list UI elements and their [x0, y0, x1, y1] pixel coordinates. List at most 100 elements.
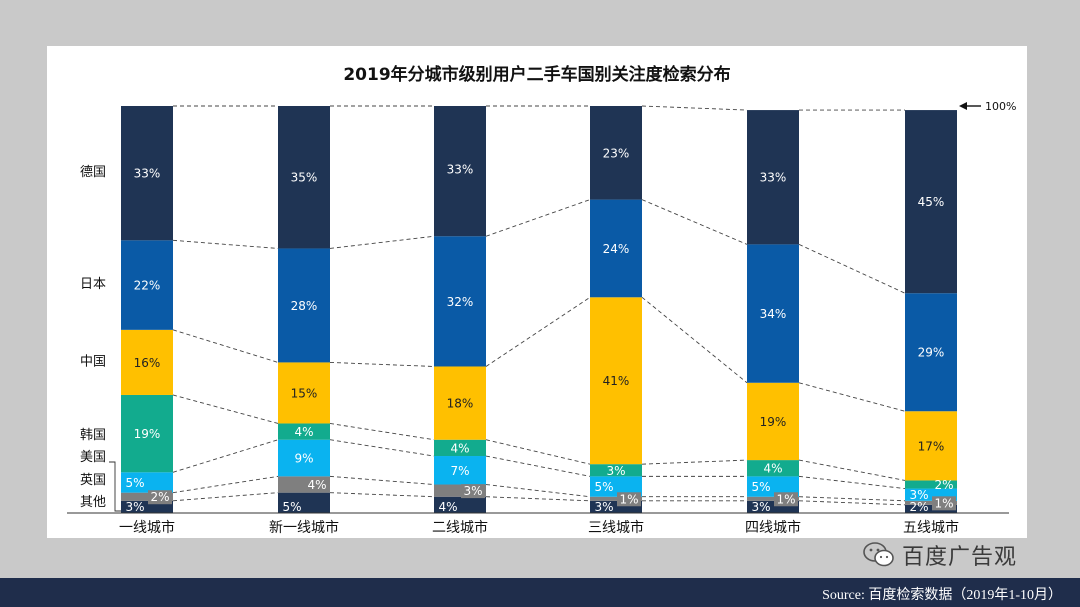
segment-label: 4%: [307, 478, 326, 492]
connector-line: [485, 484, 591, 498]
connector-line: [172, 492, 279, 502]
bar-segment: [121, 329, 173, 395]
connector-line: [641, 199, 748, 245]
segment-label: 32%: [447, 295, 474, 309]
source-note: Source: 百度检索数据（2019年1-10月）: [822, 588, 1062, 603]
bar-segment: [278, 106, 330, 249]
footer-bar: Source: 百度检索数据（2019年1-10月）: [0, 578, 1080, 607]
segment-label: 2%: [934, 478, 953, 492]
connector-line: [798, 382, 906, 412]
segment-label: 45%: [918, 195, 945, 209]
bar-segment: [278, 362, 330, 424]
connector-line: [798, 500, 906, 506]
bar-segment: [905, 110, 957, 294]
segment-label: 4%: [763, 462, 782, 476]
wechat-icon: [863, 542, 894, 567]
segment-label: 5%: [282, 500, 301, 514]
connector-line: [329, 235, 435, 249]
segment-label: 3%: [594, 500, 613, 514]
bar-segment: [905, 293, 957, 412]
bar-segment: [590, 297, 642, 465]
bar-segment: [121, 394, 173, 473]
segment-label: 2%: [150, 490, 169, 504]
category-label: 五线城市: [903, 519, 959, 536]
connector-line: [172, 439, 279, 473]
bar-segment: [590, 496, 642, 501]
stacked-bar-chart: 2019年分城市级别用户二手车国别关注度检索分布 3% 2% 5% 19% 16% 22% 3…: [67, 64, 1016, 536]
connector-line: [329, 439, 435, 457]
legend-label: 中国: [80, 354, 106, 369]
segment-label: 1%: [934, 496, 953, 510]
bar-segment: [434, 236, 486, 367]
connector-line: [329, 492, 435, 498]
watermark: 百度广告观: [862, 538, 1017, 572]
connector-line: [641, 105, 748, 111]
segment-label: 9%: [294, 452, 313, 466]
bar-segment: [747, 110, 799, 245]
bar-segment: [905, 411, 957, 481]
legend-bracket: [109, 461, 121, 512]
connector-line: [798, 459, 906, 481]
segment-label: 2%: [909, 500, 928, 514]
segment-label: 35%: [291, 171, 318, 185]
segment-label: 4%: [438, 500, 457, 514]
segment-label: 19%: [134, 427, 161, 441]
legend-label: 韩国: [80, 428, 106, 443]
bar-segment: [590, 106, 642, 200]
connector-line: [798, 243, 906, 294]
bar-segment: [905, 504, 957, 513]
bar-segment: [905, 500, 957, 505]
bar-segment: [434, 496, 486, 513]
bar-segment: [747, 476, 799, 497]
segment-label: 3%: [606, 464, 625, 478]
segment-label: 7%: [450, 464, 469, 478]
segment-label: 16%: [134, 356, 161, 370]
bar-segment: [278, 439, 330, 477]
segment-label: 4%: [450, 441, 469, 455]
label-chip: [461, 484, 485, 499]
category-label: 二线城市: [432, 519, 488, 536]
watermark-text: 百度广告观: [902, 545, 1018, 570]
segment-label: 34%: [760, 307, 787, 321]
segment-label: 1%: [776, 492, 795, 506]
connector-line: [172, 394, 279, 424]
bar-segment: [590, 464, 642, 477]
label-chip: [305, 478, 329, 493]
segment-label: 29%: [918, 346, 945, 360]
bar-segment: [278, 423, 330, 440]
connector-line: [172, 329, 279, 363]
label-chip: [617, 492, 641, 507]
connector-line: [329, 475, 435, 485]
chart-panel: 2019年分城市级别用户二手车国别关注度检索分布 3% 2% 5% 19% 16% 22% 3…: [47, 46, 1027, 538]
segment-label: 18%: [447, 397, 474, 411]
legend-label: 其他: [80, 495, 106, 510]
connector-line: [172, 239, 279, 249]
bar-segment: [121, 240, 173, 330]
connector-line: [485, 199, 591, 237]
segment-label: 5%: [594, 480, 613, 494]
bar-segment: [747, 382, 799, 461]
segment-label: 33%: [760, 171, 787, 185]
category-label: 四线城市: [745, 519, 801, 536]
top-arrow-icon: [959, 102, 967, 110]
bar-segment: [747, 244, 799, 383]
category-label: 新一线城市: [269, 519, 339, 536]
bar-segment: [121, 492, 173, 501]
segment-label: 3%: [463, 484, 482, 498]
segment-label: 22%: [134, 279, 161, 293]
connector-line: [485, 296, 591, 367]
legend-label: 德国: [80, 165, 106, 180]
bar-segment: [278, 492, 330, 513]
segment-label: 5%: [125, 476, 144, 490]
segment-label: 15%: [291, 386, 318, 400]
connector-line: [485, 496, 591, 502]
connector-line: [172, 475, 279, 494]
segment-label: 1%: [619, 492, 638, 506]
bar-segment: [434, 366, 486, 440]
bar-segment: [747, 460, 799, 477]
category-label: 三线城市: [588, 519, 644, 536]
legend-label: 日本: [80, 277, 106, 292]
connector-line: [329, 423, 435, 441]
chart-title: 2019年分城市级别用户二手车国别关注度检索分布: [343, 64, 730, 85]
connector-line: [798, 496, 906, 502]
